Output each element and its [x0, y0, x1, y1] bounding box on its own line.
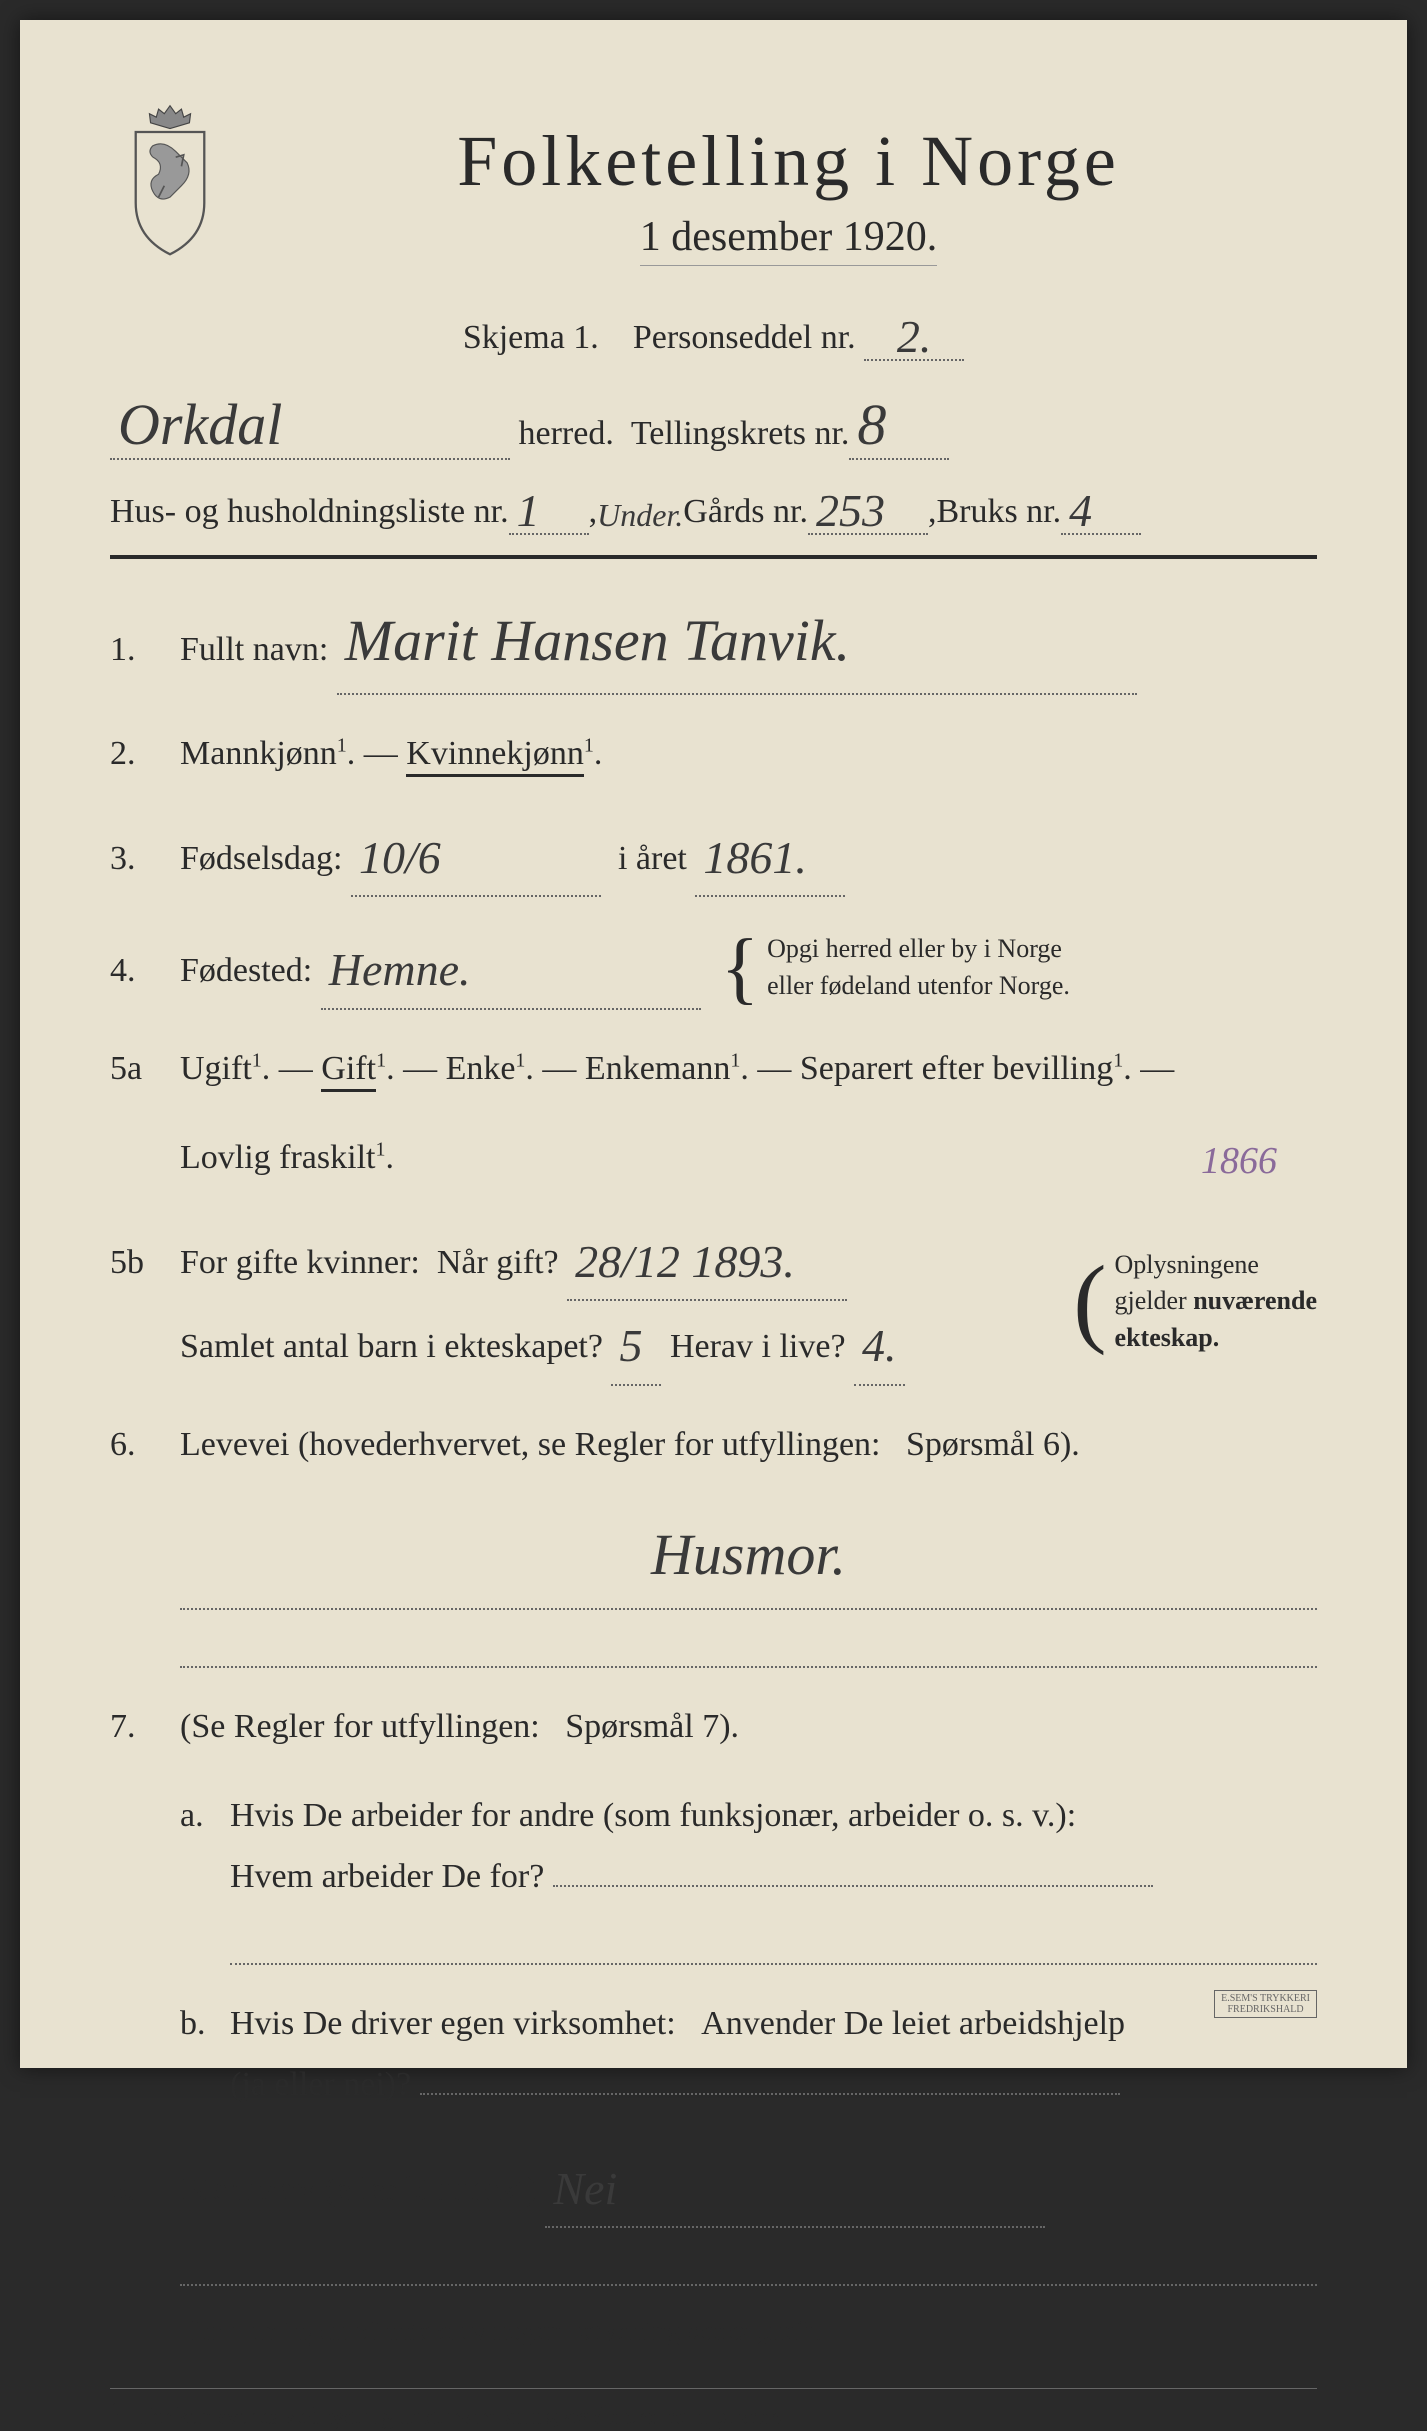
gards-nr: 253	[816, 485, 885, 536]
q5a-cont: Lovlig fraskilt1. 1866	[110, 1127, 1317, 1188]
q5b-nargift-label: Når gift?	[437, 1244, 559, 1281]
q1-value: Marit Hansen Tanvik.	[345, 608, 850, 673]
q8-blank-line	[180, 2256, 1317, 2286]
q5a-enkemann: Enkemann	[585, 1050, 730, 1087]
q4: 4. Fødested: Hemne. { Opgi herred eller …	[110, 925, 1317, 1010]
q7-label2: Spørsmål 7).	[565, 1708, 739, 1745]
q5b-note3: ekteskap.	[1115, 1323, 1220, 1352]
q6-label: Levevei (hovederhvervet, se Regler for u…	[180, 1426, 881, 1463]
bruks-label: Bruks nr.	[936, 493, 1061, 531]
footnote: 1 Her kan svares ved tydelig understrekn…	[110, 2388, 1317, 2431]
subtitle: 1 desember 1920.	[640, 213, 937, 266]
q5a: 5a Ugift1. — Gift1. — Enke1. — Enkemann1…	[110, 1038, 1317, 1099]
margin-year: 1866	[1201, 1127, 1277, 1195]
q7a: a. Hvis De arbeider for andre (som funks…	[110, 1785, 1317, 1907]
person-nr-value: 2.	[897, 311, 932, 362]
q4-note1: Opgi herred eller by i Norge	[767, 934, 1062, 963]
printer2: FREDRIKSHALD	[1228, 2004, 1304, 2015]
q5a-ugift: Ugift	[180, 1050, 252, 1087]
q7a-label: a.	[180, 1785, 230, 1907]
divider	[110, 555, 1317, 559]
q3-year-label: i året	[618, 840, 687, 877]
under-label: Under.	[597, 497, 683, 534]
q5a-separert: Separert efter bevilling	[800, 1050, 1113, 1087]
q7b-label: b.	[180, 1993, 230, 2115]
q2: 2. Mannkjønn1. — Kvinnekjønn1.	[110, 723, 1317, 784]
q4-label: Fødested:	[180, 952, 312, 989]
q5b-nargift-value: 28/12 1893.	[575, 1236, 795, 1287]
q2-mann: Mannkjønn	[180, 735, 337, 772]
printer1: E.SEM'S TRYKKERI	[1221, 1993, 1310, 2004]
q4-value: Hemne.	[329, 944, 471, 995]
q5b-note2: gjelder nuværende	[1115, 1286, 1317, 1315]
q5b-barn-label: Samlet antal barn i ekteskapet?	[180, 1328, 603, 1365]
q7a-text2: Hvem arbeider De for?	[230, 1858, 544, 1895]
q7-label: (Se Regler for utfyllingen:	[180, 1708, 540, 1745]
hus-nr: 1	[517, 485, 540, 536]
q7b-text2: Anvender De leiet arbeidshjelp	[701, 2005, 1125, 2042]
q6-value: Husmor.	[651, 1522, 846, 1587]
q1: 1. Fullt navn: Marit Hansen Tanvik.	[110, 589, 1317, 695]
q6-blank-line	[180, 1638, 1317, 1668]
person-label: Personseddel nr.	[633, 319, 856, 356]
herred-label: herred.	[519, 415, 614, 453]
header: Folketelling i Norge 1 desember 1920.	[110, 100, 1317, 266]
schema-label: Skjema 1.	[463, 319, 599, 356]
q2-kvinne: Kvinnekjønn	[406, 735, 584, 777]
q5b-herav-value: 4.	[862, 1320, 897, 1371]
q5a-gift: Gift	[321, 1050, 376, 1092]
q5b-num: 5b	[110, 1232, 180, 1293]
q5a-fraskilt: Lovlig fraskilt	[180, 1139, 375, 1176]
schema-line: Skjema 1. Personseddel nr. 2.	[110, 306, 1317, 361]
q5b: 5b For gifte kvinner: Når gift? 28/12 18…	[110, 1217, 1317, 1387]
tellingskrets-nr: 8	[857, 392, 886, 457]
q1-label: Fullt navn:	[180, 631, 328, 668]
q7: 7. (Se Regler for utfyllingen: Spørsmål …	[110, 1696, 1317, 1757]
hus-label: Hus- og husholdningsliste nr.	[110, 493, 509, 531]
q3-num: 3.	[110, 828, 180, 889]
district-line: Orkdal herred. Tellingskrets nr. 8	[110, 391, 1317, 460]
tellingskrets-label: Tellingskrets nr.	[631, 415, 850, 453]
gards-label: Gårds nr.	[683, 493, 808, 531]
q6-value-line: Husmor.	[110, 1503, 1317, 1609]
q8-value: Nei	[553, 2163, 617, 2214]
q6: 6. Levevei (hovederhvervet, se Regler fo…	[110, 1414, 1317, 1475]
printer-mark: E.SEM'S TRYKKERI FREDRIKSHALD	[1214, 1990, 1317, 2018]
q5b-herav-label: Herav i live?	[670, 1328, 846, 1365]
q3: 3. Fødselsdag: 10/6 i året 1861.	[110, 813, 1317, 898]
q7b-text3: (ja eller nei)?	[230, 2066, 411, 2103]
census-form-page: Folketelling i Norge 1 desember 1920. Sk…	[20, 20, 1407, 2068]
q5b-barn-value: 5	[619, 1320, 642, 1371]
q8: 8. Bierhverv (eller biinntekt) Nei	[110, 2144, 1317, 2229]
q3-year: 1861.	[703, 832, 807, 883]
q3-label: Fødselsdag:	[180, 840, 342, 877]
q5b-note1: Oplysningene	[1115, 1250, 1259, 1279]
q7a-text1: Hvis De arbeider for andre (som funksjon…	[230, 1797, 1076, 1834]
footnote-text: Her kan svares ved tydelig understreknin…	[135, 2404, 782, 2430]
q4-note2: eller fødeland utenfor Norge.	[767, 971, 1070, 1000]
q5a-enke: Enke	[446, 1050, 516, 1087]
q8-num: 8.	[110, 2159, 180, 2220]
q3-day: 10/6	[359, 832, 441, 883]
q6-num: 6.	[110, 1414, 180, 1475]
q7a-blank-line	[230, 1935, 1317, 1965]
q8-label: Bierhverv (eller biinntekt)	[180, 2171, 537, 2208]
q7b: b. Hvis De driver egen virksomhet: Anven…	[110, 1993, 1317, 2115]
title-block: Folketelling i Norge 1 desember 1920.	[260, 100, 1317, 266]
q7-num: 7.	[110, 1696, 180, 1757]
q5b-label: For gifte kvinner:	[180, 1244, 420, 1281]
household-line: Hus- og husholdningsliste nr. 1 , Under.…	[110, 480, 1317, 535]
coat-of-arms-icon	[110, 100, 230, 260]
q2-num: 2.	[110, 723, 180, 784]
q6-label2: Spørsmål 6).	[906, 1426, 1080, 1463]
q5a-num: 5a	[110, 1038, 180, 1099]
q7b-text1: Hvis De driver egen virksomhet:	[230, 2005, 676, 2042]
herred-value: Orkdal	[118, 392, 282, 457]
bruks-nr: 4	[1069, 485, 1092, 536]
main-title: Folketelling i Norge	[260, 120, 1317, 203]
q4-num: 4.	[110, 940, 180, 1001]
footer-note: Har man ingen biinntekt av nogen betydni…	[110, 2316, 1317, 2348]
q1-num: 1.	[110, 619, 180, 680]
